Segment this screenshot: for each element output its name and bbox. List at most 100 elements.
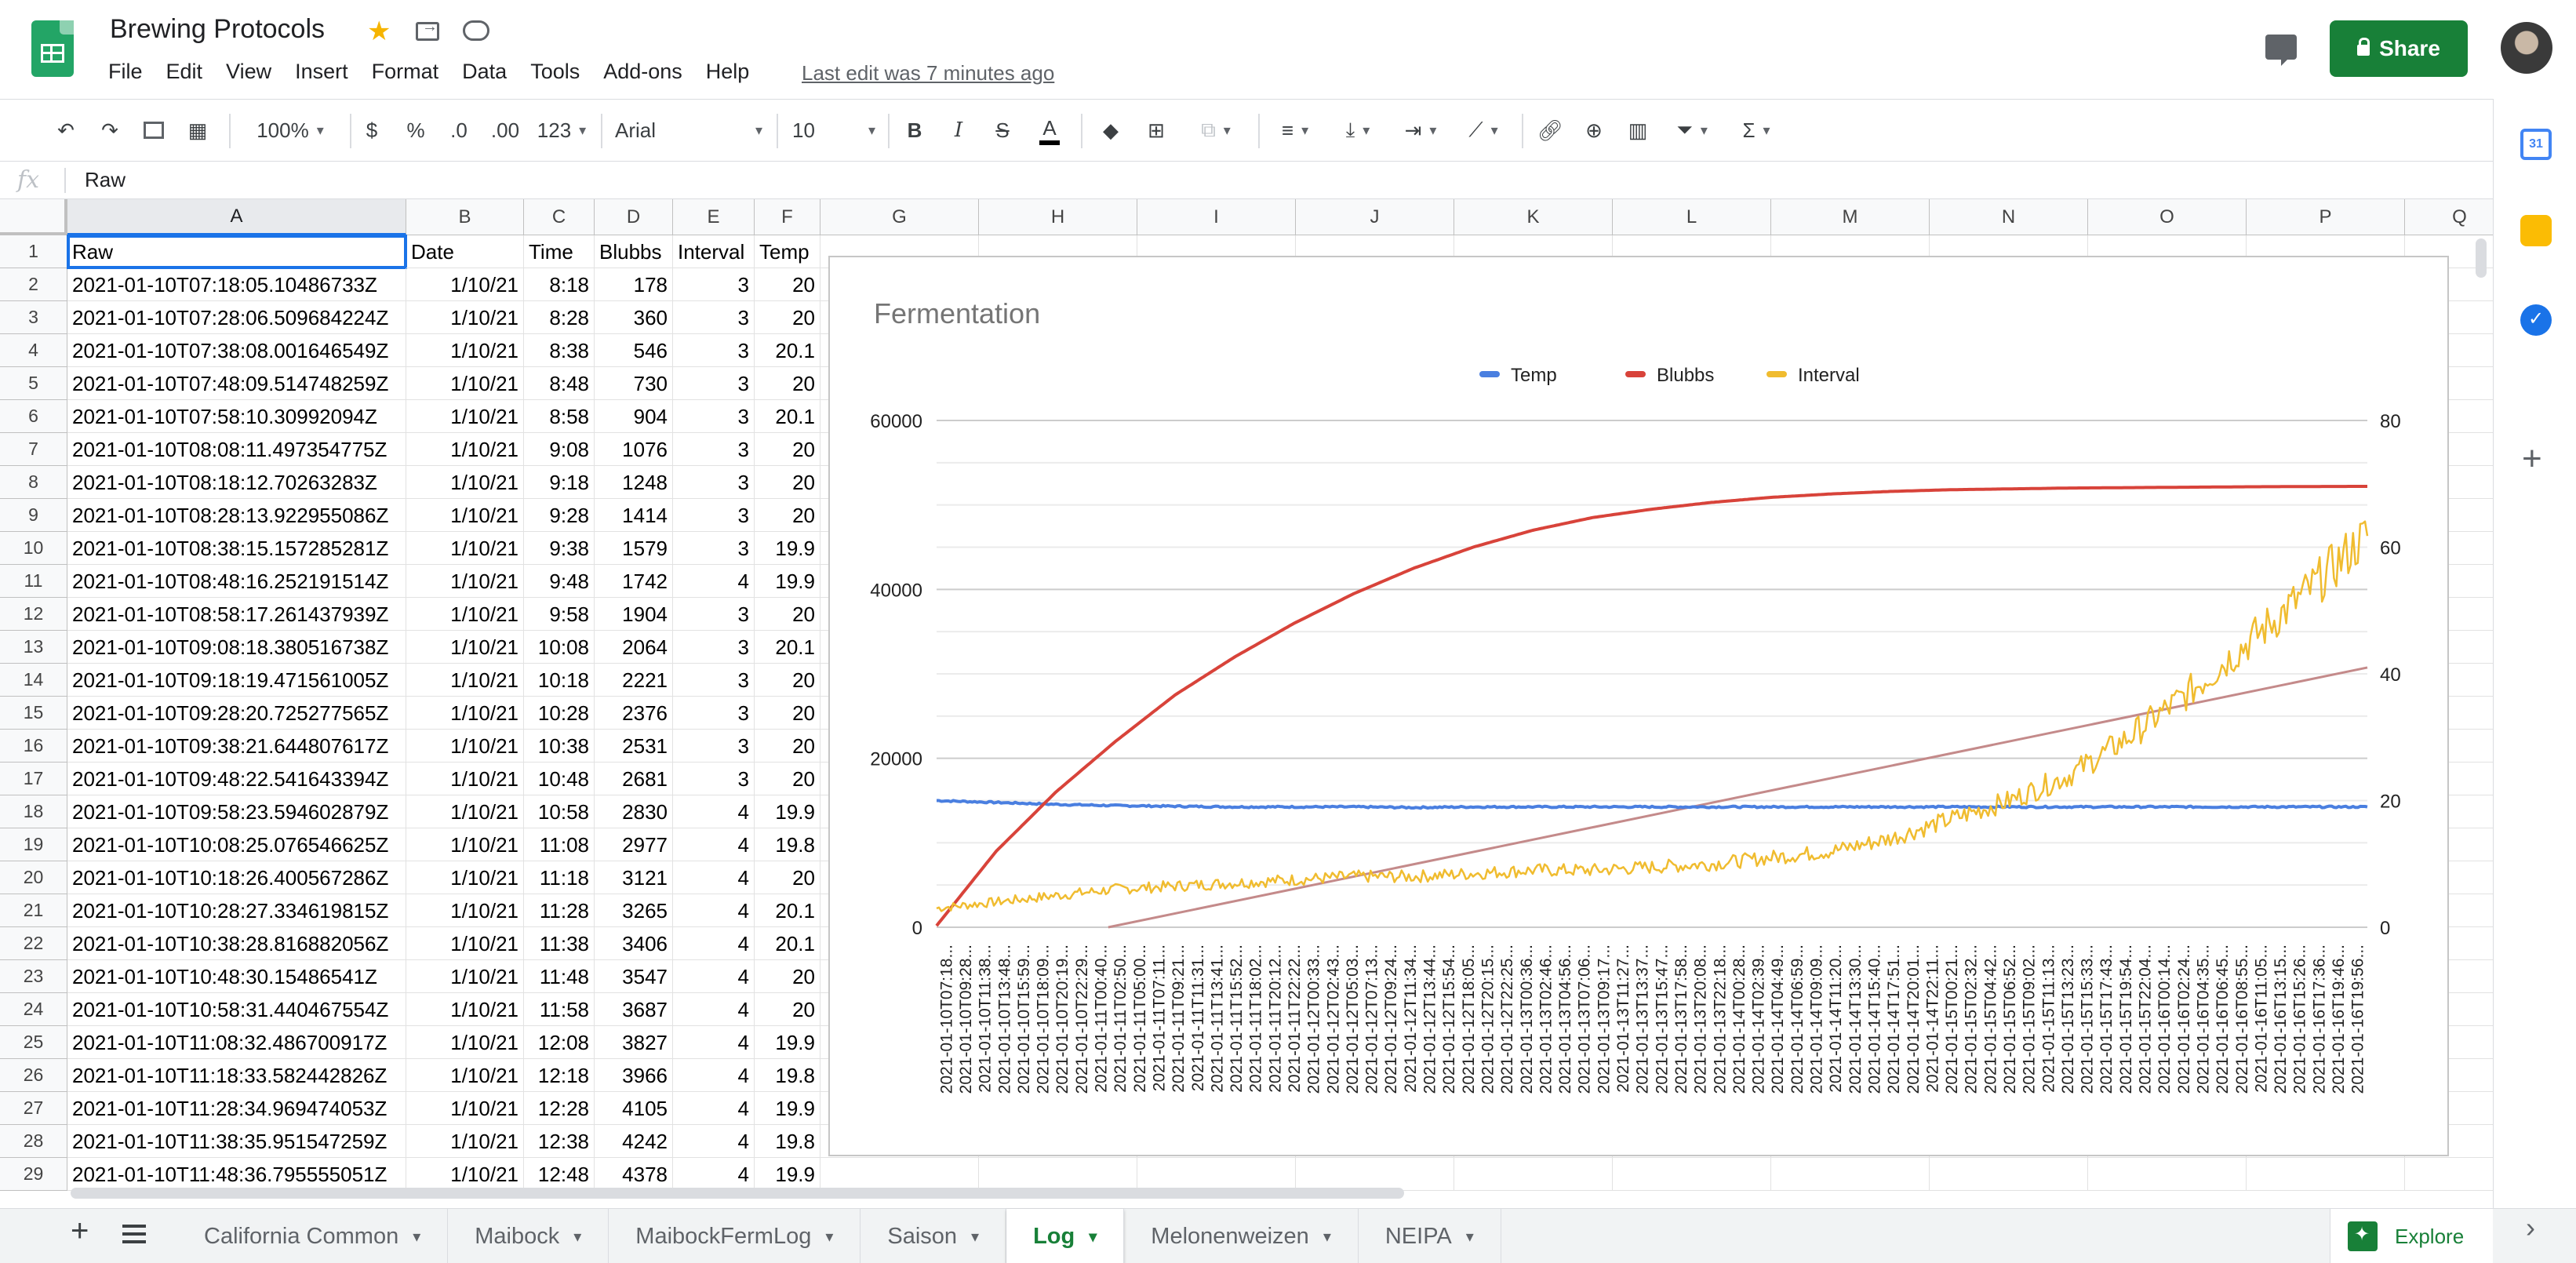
grid-cell[interactable]: 20 xyxy=(755,993,820,1026)
grid-cell[interactable]: 9:38 xyxy=(524,532,595,565)
sheet-tab[interactable]: MaibockFermLog xyxy=(609,1209,861,1263)
grid-cell[interactable]: 360 xyxy=(595,301,673,334)
move-folder-icon[interactable] xyxy=(416,18,439,41)
filter-icon[interactable]: ⏷ xyxy=(1665,112,1719,148)
grid-cell[interactable]: 2021-01-10T10:58:31.440467554Z xyxy=(67,993,406,1026)
grid-cell[interactable]: 1/10/21 xyxy=(406,861,524,894)
grid-cell[interactable]: 2021-01-10T10:08:25.076546625Z xyxy=(67,828,406,861)
grid-cell[interactable]: 1/10/21 xyxy=(406,268,524,301)
grid-cell[interactable]: 4 xyxy=(673,565,755,598)
row-header[interactable]: 2 xyxy=(0,268,67,301)
row-header[interactable]: 20 xyxy=(0,861,67,894)
grid-cell[interactable]: 3121 xyxy=(595,861,673,894)
currency-button[interactable]: $ xyxy=(366,118,378,142)
grid-cell[interactable]: 1/10/21 xyxy=(406,631,524,664)
grid-cell[interactable]: 2221 xyxy=(595,664,673,697)
grid-cell[interactable]: 11:58 xyxy=(524,993,595,1026)
avatar[interactable] xyxy=(2501,22,2552,74)
grid-cell[interactable] xyxy=(2405,1092,2493,1125)
grid-cell[interactable]: 2021-01-10T08:28:13.922955086Z xyxy=(67,499,406,532)
document-title[interactable]: Brewing Protocols xyxy=(110,14,326,44)
menu-insert[interactable]: Insert xyxy=(295,60,348,83)
row-header[interactable]: 5 xyxy=(0,367,67,400)
grid-cell[interactable]: 1/10/21 xyxy=(406,664,524,697)
grid-cell[interactable] xyxy=(2405,367,2493,400)
grid-cell[interactable]: Interval xyxy=(673,235,755,268)
grid-cell[interactable]: 4 xyxy=(673,1059,755,1092)
fill-color-icon[interactable]: ◆ xyxy=(1103,118,1119,142)
grid-cell[interactable]: 2021-01-10T11:28:34.969474053Z xyxy=(67,1092,406,1125)
font-size-select[interactable]: 10 xyxy=(792,112,875,148)
grid-cell[interactable]: 19.8 xyxy=(755,828,820,861)
row-header[interactable]: 19 xyxy=(0,828,67,861)
grid-cell[interactable]: 19.9 xyxy=(755,532,820,565)
grid-cell[interactable] xyxy=(2405,1158,2493,1191)
functions-icon[interactable]: Σ xyxy=(1729,112,1784,148)
grid-cell[interactable]: 2681 xyxy=(595,763,673,795)
grid-cell[interactable]: 3687 xyxy=(595,993,673,1026)
grid-cell[interactable] xyxy=(2405,631,2493,664)
add-sheet-icon[interactable]: + xyxy=(71,1214,89,1248)
grid-cell[interactable]: 1/10/21 xyxy=(406,400,524,433)
grid-cell[interactable]: 20.1 xyxy=(755,400,820,433)
grid-cell[interactable]: 1/10/21 xyxy=(406,1059,524,1092)
row-header[interactable]: 3 xyxy=(0,301,67,334)
grid-cell[interactable]: Blubbs xyxy=(595,235,673,268)
grid-cell[interactable]: 2064 xyxy=(595,631,673,664)
row-header[interactable]: 9 xyxy=(0,499,67,532)
grid-cell[interactable] xyxy=(2405,466,2493,499)
grid-cell[interactable]: 19.9 xyxy=(755,1092,820,1125)
grid-cell[interactable]: 2021-01-10T11:48:36.795555051Z xyxy=(67,1158,406,1191)
grid-cell[interactable]: 3 xyxy=(673,268,755,301)
grid-cell[interactable]: 4 xyxy=(673,828,755,861)
grid-cell[interactable]: 3 xyxy=(673,466,755,499)
column-header[interactable]: A xyxy=(67,199,406,235)
grid-cell[interactable]: Raw xyxy=(67,235,407,269)
sheet-tab[interactable]: Saison xyxy=(860,1209,1007,1263)
grid-cell[interactable]: 2021-01-10T07:28:06.509684224Z xyxy=(67,301,406,334)
comments-icon[interactable] xyxy=(2265,35,2297,66)
grid-cell[interactable]: 1579 xyxy=(595,532,673,565)
grid-cell[interactable]: 1248 xyxy=(595,466,673,499)
grid-cell[interactable]: 3 xyxy=(673,367,755,400)
grid-cell[interactable]: 2021-01-10T09:48:22.541643394Z xyxy=(67,763,406,795)
bold-button[interactable]: B xyxy=(907,118,922,142)
explore-button[interactable]: Explore xyxy=(2330,1209,2493,1263)
grid-cell[interactable] xyxy=(2405,268,2493,301)
grid-cell[interactable]: 20.1 xyxy=(755,894,820,927)
grid-cell[interactable]: 12:48 xyxy=(524,1158,595,1191)
grid-cell[interactable]: 2021-01-10T07:48:09.514748259Z xyxy=(67,367,406,400)
grid-cell[interactable]: 3 xyxy=(673,730,755,763)
decrease-decimal-button[interactable]: .0 xyxy=(450,118,468,142)
zoom-select[interactable]: 100% xyxy=(245,112,336,148)
grid-cell[interactable] xyxy=(2405,334,2493,367)
row-header[interactable]: 8 xyxy=(0,466,67,499)
grid-cell[interactable]: 1/10/21 xyxy=(406,1125,524,1158)
fermentation-chart[interactable]: Fermentation Temp Blubbs Interval 0 20000 4000… xyxy=(828,256,2449,1156)
grid-cell[interactable]: 4 xyxy=(673,960,755,993)
grid-cell[interactable]: 9:18 xyxy=(524,466,595,499)
grid-cell[interactable]: 1/10/21 xyxy=(406,433,524,466)
grid-cell[interactable] xyxy=(2405,730,2493,763)
grid-cell[interactable]: 11:18 xyxy=(524,861,595,894)
grid-cell[interactable]: 20.1 xyxy=(755,334,820,367)
grid-cell[interactable] xyxy=(979,1158,1137,1191)
grid-cell[interactable]: 2021-01-10T11:08:32.486700917Z xyxy=(67,1026,406,1059)
grid-cell[interactable]: 1/10/21 xyxy=(406,894,524,927)
menu-help[interactable]: Help xyxy=(705,60,750,83)
grid-cell[interactable] xyxy=(2405,697,2493,730)
insert-chart-icon[interactable]: ▥ xyxy=(1628,118,1648,142)
grid-cell[interactable]: 2977 xyxy=(595,828,673,861)
grid-cell[interactable]: 3 xyxy=(673,532,755,565)
row-header[interactable]: 24 xyxy=(0,993,67,1026)
grid-cell[interactable]: 2021-01-10T07:18:05.10486733Z xyxy=(67,268,406,301)
column-header[interactable]: L xyxy=(1613,199,1771,235)
sheet-tab[interactable]: Melonenweizen xyxy=(1124,1209,1359,1263)
column-header[interactable]: D xyxy=(595,199,673,235)
grid-cell[interactable]: 4 xyxy=(673,1026,755,1059)
grid-cell[interactable] xyxy=(1137,1158,1296,1191)
grid-cell[interactable]: 8:28 xyxy=(524,301,595,334)
grid-cell[interactable]: 10:08 xyxy=(524,631,595,664)
borders-icon[interactable]: ⊞ xyxy=(1148,118,1165,142)
grid-cell[interactable]: 20 xyxy=(755,466,820,499)
